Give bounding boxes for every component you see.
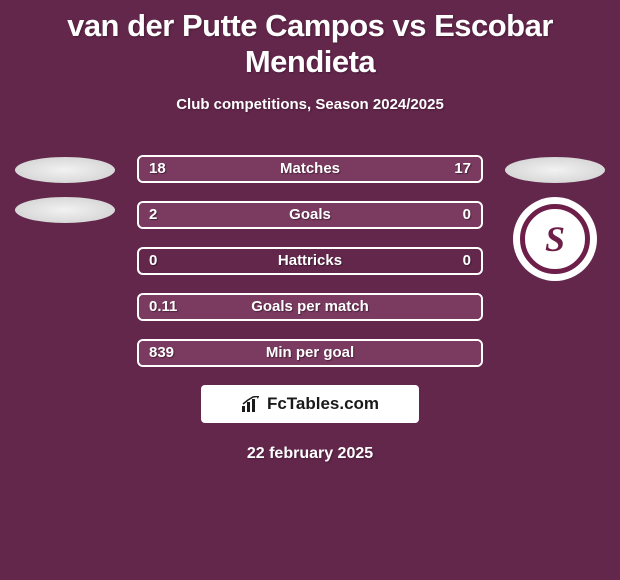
subtitle: Club competitions, Season 2024/2025 [0,96,620,113]
team-badge-ring: S [520,204,590,274]
attribution-text: FcTables.com [267,394,379,414]
team-badge-letter: S [545,218,565,260]
stat-bar-right-value: 0 [463,206,471,223]
stat-bar-row: 0.11Goals per match [137,293,483,321]
stat-bar-row: 0Hattricks0 [137,247,483,275]
team-logo-placeholder [15,157,115,183]
stat-bar-right-value: 0 [463,252,471,269]
team-logo-placeholder [505,157,605,183]
stat-bar-label: Min per goal [139,344,481,361]
team-logo-placeholder [15,197,115,223]
comparison-content: S 18Matches172Goals00Hattricks00.11Goals… [0,155,620,367]
stat-bar-label: Goals per match [139,298,481,315]
stat-bar-row: 18Matches17 [137,155,483,183]
chart-icon [241,396,261,412]
stat-bar-label: Goals [139,206,481,223]
attribution-box: FcTables.com [201,385,419,423]
right-team-logos: S [500,143,610,281]
date-text: 22 february 2025 [0,445,620,463]
stat-bars: 18Matches172Goals00Hattricks00.11Goals p… [137,155,483,367]
stat-bar-row: 839Min per goal [137,339,483,367]
stat-bar-row: 2Goals0 [137,201,483,229]
stat-bar-label: Hattricks [139,252,481,269]
team-badge: S [513,197,597,281]
page-title: van der Putte Campos vs Escobar Mendieta [0,0,620,80]
left-team-logos [10,143,120,237]
stat-bar-right-value: 17 [454,160,471,177]
stat-bar-label: Matches [139,160,481,177]
